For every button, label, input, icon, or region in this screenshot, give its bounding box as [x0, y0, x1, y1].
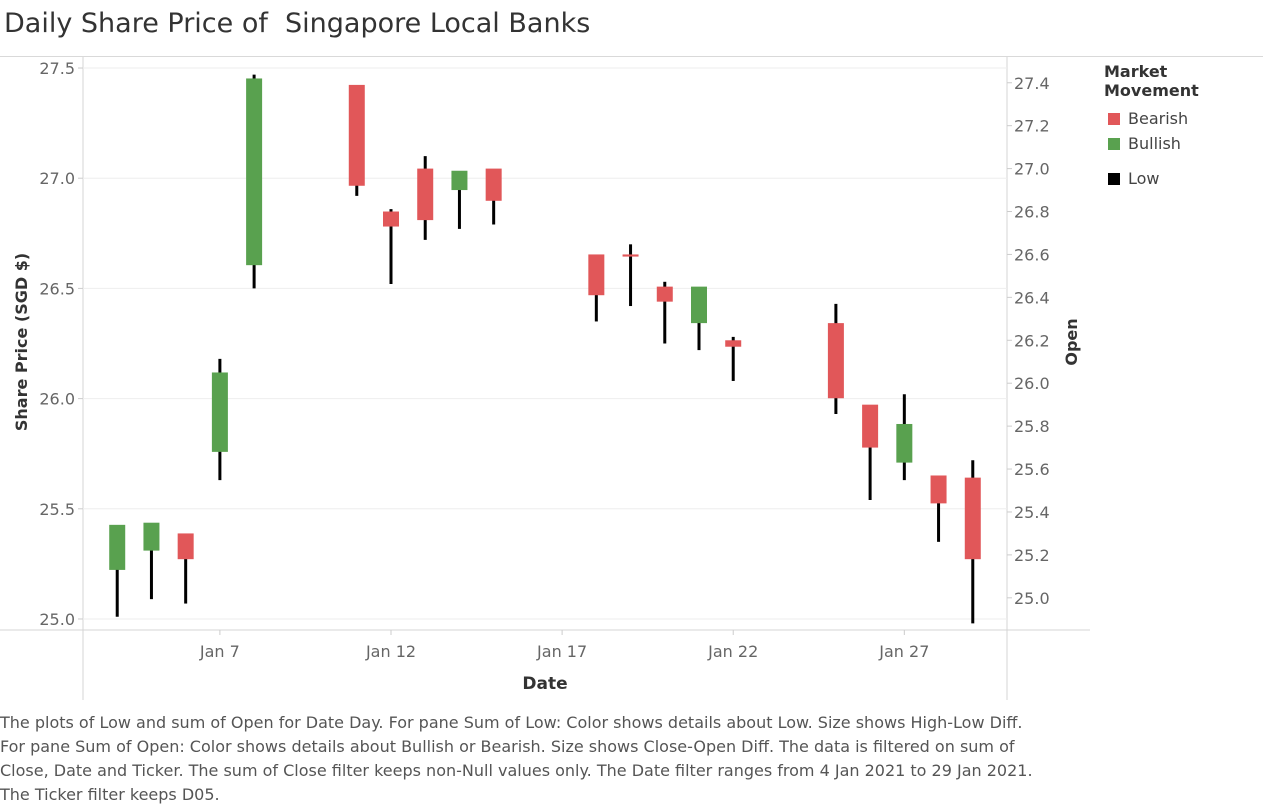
right-tick-label: 27.0 [1014, 160, 1050, 179]
legend-label-bearish: Bearish [1128, 109, 1189, 128]
candle-body [485, 168, 502, 201]
legend-label-low: Low [1128, 169, 1160, 188]
candle-body [211, 372, 228, 452]
x-axis-label: Date [522, 674, 567, 694]
chart-title: Daily Share Price of Singapore Local Ban… [4, 8, 591, 39]
bullish-swatch [1108, 137, 1120, 150]
right-tick-label: 25.2 [1014, 546, 1050, 565]
right-tick-label: 26.0 [1014, 374, 1050, 393]
right-tick-label: 25.6 [1014, 460, 1050, 479]
x-tick-label: Jan 12 [365, 642, 416, 661]
x-tick-label: Jan 22 [707, 642, 758, 661]
title-divider [0, 56, 1263, 57]
right-tick-label: 26.4 [1014, 288, 1050, 307]
y-axis-right-label: Open [1062, 318, 1081, 365]
legend: Market Movement Bearish Bullish Low [1104, 62, 1263, 191]
x-tick-label: Jan 7 [199, 642, 240, 661]
chart-frame [0, 57, 1090, 700]
caption-line: The Ticker filter keeps D05. [0, 785, 220, 804]
x-tick-label: Jan 27 [878, 642, 929, 661]
chart-caption: The plots of Low and sum of Open for Dat… [0, 711, 1100, 807]
caption-line: Close, Date and Ticker. The sum of Close… [0, 761, 1033, 780]
left-tick-label: 25.5 [39, 500, 75, 519]
left-tick-label: 27.5 [39, 59, 75, 78]
legend-title: Market Movement [1104, 62, 1199, 100]
candle-body [177, 533, 194, 560]
right-axis: 25.0 25.2 25.4 25.6 25.8 26.0 26.2 26.4 26.6 26.8… [1007, 74, 1050, 608]
candle-body [827, 323, 844, 399]
legend-item-low[interactable]: Low [1104, 166, 1263, 191]
candlestick-chart: 25.025.526.026.527.027.5 25.025.225.425.… [0, 57, 1090, 700]
left-axis: 25.0 25.5 26.0 26.5 27.0 27.5 [39, 59, 83, 629]
low-swatch [1108, 172, 1120, 185]
x-tick-label: Jan 17 [536, 642, 587, 661]
candle-body [451, 170, 468, 191]
bearish-swatch [1108, 112, 1120, 125]
gridlines [83, 67, 1007, 620]
candle-body [383, 211, 399, 227]
legend-item-bullish[interactable]: Bullish [1104, 131, 1263, 156]
right-tick-label: 27.2 [1014, 117, 1050, 136]
right-tick-label: 25.4 [1014, 503, 1050, 522]
x-axis: Jan 7 Jan 12 Jan 17 Jan 22 Jan 27 [199, 630, 929, 661]
candle-body [622, 254, 639, 257]
candle-body [896, 423, 913, 463]
candle-body [246, 78, 263, 266]
candle-body [862, 404, 879, 448]
candle-body [725, 340, 742, 347]
candle-body [143, 522, 160, 551]
candle-body [348, 84, 365, 186]
caption-line: The plots of Low and sum of Open for Dat… [0, 713, 1023, 732]
candle-body [656, 286, 673, 302]
candle-body [964, 477, 981, 560]
left-tick-label: 25.0 [39, 610, 75, 629]
right-tick-label: 25.0 [1014, 589, 1050, 608]
left-tick-label: 27.0 [39, 169, 75, 188]
candle-body [930, 475, 947, 504]
right-tick-label: 25.8 [1014, 417, 1050, 436]
legend-item-bearish[interactable]: Bearish [1104, 106, 1263, 131]
right-tick-label: 27.4 [1014, 74, 1050, 93]
candle-body [691, 286, 707, 324]
right-tick-label: 26.6 [1014, 245, 1050, 264]
y-axis-left-label: Share Price (SGD $) [12, 253, 31, 431]
candle-body [588, 254, 605, 296]
left-tick-label: 26.5 [39, 279, 75, 298]
left-tick-label: 26.0 [39, 390, 75, 409]
candles [109, 74, 981, 624]
candle-body [109, 524, 126, 570]
right-tick-label: 26.8 [1014, 203, 1050, 222]
candle-body [417, 168, 434, 221]
right-tick-label: 26.2 [1014, 331, 1050, 350]
legend-label-bullish: Bullish [1128, 134, 1181, 153]
caption-line: For pane Sum of Open: Color shows detail… [0, 737, 1015, 756]
